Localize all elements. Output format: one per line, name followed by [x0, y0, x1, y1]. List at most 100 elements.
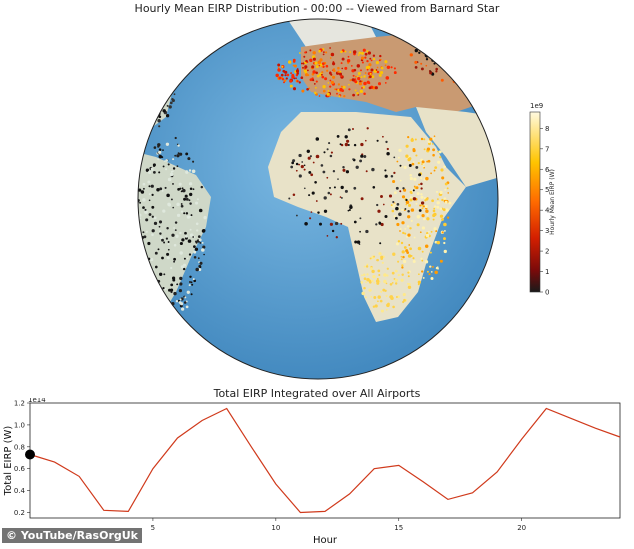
airport-dot: [334, 221, 339, 226]
airport-dot: [275, 73, 279, 78]
airport-dot: [445, 208, 449, 212]
airport-dot: [440, 168, 444, 172]
airport-dot: [321, 71, 324, 74]
colorbar-tick-label: 7: [545, 145, 549, 153]
airport-dot: [330, 52, 335, 57]
airport-dot: [180, 307, 185, 311]
airport-dot: [431, 265, 434, 268]
airport-dot: [180, 204, 184, 208]
airport-dot: [300, 62, 303, 65]
airport-dot: [331, 229, 335, 233]
airport-dot: [340, 196, 343, 199]
airport-dot: [395, 216, 398, 220]
airport-dot: [293, 77, 296, 80]
airport-dot: [281, 65, 284, 68]
airport-dot: [185, 305, 189, 309]
airport-dot: [419, 231, 422, 234]
airport-dot: [363, 81, 367, 86]
airport-dot: [430, 271, 433, 273]
airport-dot: [344, 142, 349, 147]
airport-dot: [430, 276, 434, 281]
airport-dot: [466, 66, 469, 70]
airport-dot: [453, 57, 456, 60]
airport-dot: [409, 196, 413, 200]
airport-dot: [488, 54, 492, 57]
airport-dot: [172, 182, 174, 185]
airport-dot: [181, 238, 185, 242]
airport-dot: [145, 95, 148, 98]
airport-dot: [382, 203, 385, 206]
airport-dot: [449, 37, 453, 41]
airport-dot: [183, 197, 187, 201]
airport-dot: [140, 190, 145, 194]
globe-outline: [137, 18, 499, 380]
airport-dot: [303, 187, 306, 190]
airport-dot: [401, 273, 404, 277]
airport-dot: [368, 288, 372, 292]
airport-dot: [310, 211, 313, 213]
airport-dot: [378, 252, 382, 256]
airport-dot: [315, 137, 320, 141]
airport-dot: [177, 144, 180, 147]
airport-dot: [185, 152, 189, 156]
airport-dot: [359, 159, 363, 163]
airport-dot: [380, 195, 383, 198]
airport-dot: [329, 57, 332, 59]
airport-dot: [464, 42, 467, 45]
airport-dot: [186, 215, 191, 219]
airport-dot: [347, 209, 350, 212]
airport-dot: [178, 289, 182, 293]
airport-dot: [162, 209, 166, 213]
airport-dot: [286, 73, 290, 77]
airport-dot: [155, 104, 158, 107]
airport-dot: [418, 273, 420, 276]
airport-dot: [373, 255, 376, 258]
airport-dot: [386, 274, 389, 277]
airport-dot: [161, 303, 164, 307]
airport-dot: [292, 159, 296, 163]
airport-dot: [158, 115, 162, 119]
airport-dot: [444, 182, 448, 186]
airport-dot: [404, 232, 407, 235]
airport-dot: [425, 197, 429, 201]
x-tick-label: 20: [517, 524, 526, 532]
airport-dot: [179, 251, 183, 255]
airport-dot: [161, 58, 164, 61]
airport-dot: [380, 290, 383, 293]
airport-dot: [431, 55, 435, 59]
airport-dot: [352, 93, 355, 97]
airport-dot: [188, 169, 192, 172]
airport-dot: [152, 62, 156, 66]
airport-dot: [136, 210, 138, 212]
airport-dot: [378, 59, 381, 62]
airport-dot: [154, 109, 157, 112]
airport-dot: [380, 222, 384, 227]
airport-dot: [357, 77, 361, 81]
airport-dot: [443, 51, 447, 54]
airport-dot: [370, 68, 374, 72]
airport-dot: [402, 255, 405, 259]
land-africa: [268, 112, 466, 322]
airport-dot: [150, 54, 154, 58]
airport-dot: [151, 168, 154, 172]
airport-dot: [412, 257, 415, 260]
airport-dot: [336, 134, 340, 138]
airport-dot: [277, 63, 281, 67]
airport-dot: [289, 84, 293, 88]
airport-dot: [436, 240, 441, 245]
airport-dot: [348, 88, 351, 91]
airport-dot: [397, 156, 400, 159]
airport-dot: [429, 265, 432, 268]
airport-dot: [480, 44, 483, 47]
airport-dot: [356, 91, 359, 95]
globe-svg: [136, 18, 499, 380]
airport-dot: [320, 164, 324, 167]
airport-dot: [366, 59, 369, 63]
airport-dot: [439, 214, 444, 218]
airport-dot: [170, 170, 173, 173]
airport-dot: [315, 71, 318, 75]
airport-dot: [416, 192, 420, 196]
airport-dot: [425, 176, 429, 181]
airport-dot: [191, 169, 196, 174]
airport-dot: [427, 140, 431, 143]
